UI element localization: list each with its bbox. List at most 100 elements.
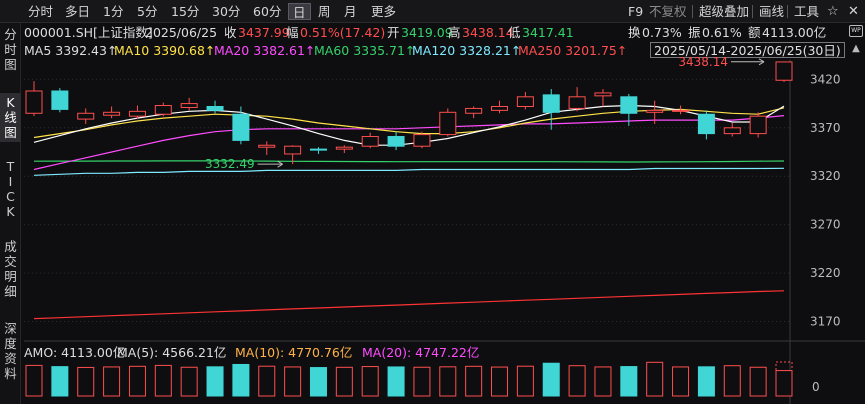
amo-value: AMO: 4113.00亿 [24, 345, 126, 360]
ma5-value: MA5 3392.43↑ [24, 43, 118, 58]
candle-body-up [672, 109, 690, 112]
price-tick-label: 3270 [810, 218, 841, 232]
chart-grid [24, 60, 865, 404]
volume-bar-down [620, 366, 638, 397]
volume-bar-up [128, 365, 146, 397]
candle-body-down [206, 105, 224, 111]
period-tab-1min[interactable]: 1分 [103, 4, 124, 19]
period-tab-multiday[interactable]: 多日 [65, 4, 91, 19]
candle-body-up [568, 96, 586, 109]
max-arrowhead [758, 58, 765, 66]
candle-body-down [620, 96, 638, 114]
draw-line-button[interactable]: 画线 [759, 4, 785, 19]
period-toolbar: 分时 多日 1分 5分 15分 30分 60分 日 周 月 更多 F9 不复权 … [0, 0, 865, 23]
ma250-value: MA250 3201.75↑ [518, 43, 628, 58]
volume-bar-up [335, 366, 353, 397]
star-icon[interactable]: ☆ [827, 4, 839, 19]
f9-button[interactable]: F9 [628, 4, 644, 19]
volume-bar-up [361, 366, 379, 397]
candle-body-up [491, 105, 509, 111]
candle-body-down [232, 113, 250, 141]
ma60-value: MA60 3335.71↑ [314, 43, 416, 58]
close-icon[interactable]: ✕ [848, 4, 859, 19]
volume-bar-up [465, 365, 483, 397]
volume-bar-up [77, 366, 95, 397]
volume-bar-up [103, 366, 121, 397]
period-tab-day[interactable]: 日 [288, 3, 311, 20]
volume-bar-down [51, 366, 69, 397]
period-tab-month[interactable]: 月 [344, 4, 357, 19]
ma10-value: MA10 3390.68↑ [114, 43, 216, 58]
volume-bar-up [491, 366, 509, 397]
sidebar-item-intraday[interactable]: 分时图 [4, 27, 17, 72]
candle-body-up [154, 105, 172, 115]
period-tab-intraday[interactable]: 分时 [28, 4, 54, 19]
period-tab-30min[interactable]: 30分 [212, 4, 241, 19]
volume-bars: 0 [25, 361, 820, 397]
price-tick-label: 3220 [810, 266, 841, 280]
sidebar-item-trades[interactable]: 成交明细 [4, 239, 17, 299]
price-axis: 3420 3370 3320 3270 3220 3170 [810, 72, 841, 328]
sidebar-item-depth[interactable]: 深度资料 [4, 321, 17, 381]
security-code: 000001.SH[上证指数] [24, 25, 153, 40]
volume-bar-up [594, 366, 612, 397]
turnover-value: 0.73% [642, 25, 682, 40]
volume-bar-up [568, 365, 586, 397]
change-label: 幅 [286, 25, 299, 40]
volume-bar-up [154, 364, 172, 397]
low-label: 低 [508, 25, 521, 40]
candle-body-up [284, 145, 302, 155]
period-tab-5min[interactable]: 5分 [137, 4, 158, 19]
period-tab-15min[interactable]: 15分 [171, 4, 200, 19]
low-value: 3417.41 [522, 25, 574, 40]
period-tab-week[interactable]: 周 [318, 4, 331, 19]
volume-bar-up [749, 366, 767, 397]
volume-bar-down [387, 366, 405, 397]
ma20-value: MA20 3382.61↑ [214, 43, 316, 58]
min-price-label: 3332.49 [205, 157, 255, 171]
wp-logo-icon: WP [849, 25, 863, 37]
price-tick-label: 3420 [810, 72, 841, 86]
date-range-selector[interactable]: 2025/05/14-2025/06/25(30日) [650, 42, 845, 58]
volume-bar-up [516, 365, 534, 397]
price-tick-label: 3170 [810, 315, 841, 329]
ma10-line [33, 107, 785, 139]
candle-body-up [775, 61, 793, 81]
chevron-up-icon[interactable]: ▲ [852, 43, 860, 54]
volume-bar-down [232, 363, 250, 397]
high-value: 3438.14 [462, 25, 514, 40]
volume-bar-down [697, 366, 715, 397]
volume-zero-label: 0 [812, 380, 820, 394]
candle-body-up [335, 146, 353, 150]
vol-ma5-value: MA(5): 4566.21亿 [117, 345, 227, 360]
volume-bar-up [723, 365, 741, 397]
extreme-labels: 3438.14 3332.49 [205, 55, 765, 171]
change-value: 0.51%(17.42) [300, 25, 386, 40]
ma60-line [33, 160, 785, 163]
quote-date: 2025/06/25 [145, 25, 218, 40]
period-tab-60min[interactable]: 60分 [253, 4, 282, 19]
candle-body-up [25, 90, 43, 114]
candle-body-down [542, 94, 560, 113]
volume-bar-up [413, 366, 431, 397]
volume-bar-up [25, 364, 43, 397]
volume-bar-up [258, 365, 276, 397]
tools-button[interactable]: 工具 [794, 4, 820, 19]
volume-bar-down [542, 362, 560, 397]
vol-ma10-value: MA(10): 4770.76亿 [235, 345, 353, 360]
candle-body-up [723, 127, 741, 135]
volume-bar-up [439, 366, 457, 397]
volume-bar-up [646, 361, 664, 397]
open-value: 3419.09 [401, 25, 453, 40]
close-label: 收 [224, 25, 237, 40]
no-adjust-button[interactable]: 不复权 [649, 4, 687, 19]
amplitude-value: 0.61% [702, 25, 742, 40]
overlay-button[interactable]: 超级叠加 [699, 4, 750, 19]
candle-body-up [465, 107, 483, 114]
period-tab-more[interactable]: 更多 [371, 4, 397, 19]
ma20-line [33, 115, 785, 171]
candle-body-down [51, 90, 69, 110]
